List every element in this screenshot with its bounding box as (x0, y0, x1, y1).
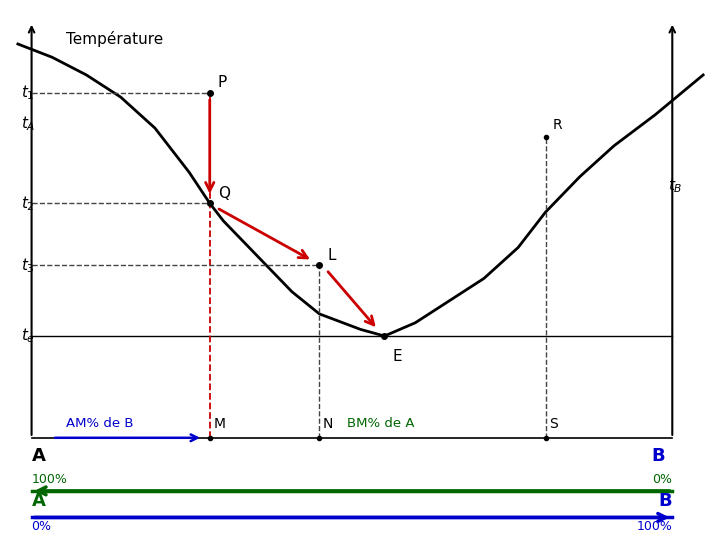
Text: Température: Température (66, 31, 163, 47)
Text: $t_A$: $t_A$ (22, 114, 36, 133)
Text: E: E (393, 349, 402, 364)
Text: B: B (652, 447, 665, 465)
Text: $t_3$: $t_3$ (22, 256, 35, 275)
Text: Q: Q (218, 186, 230, 201)
Text: A: A (32, 492, 45, 510)
Text: $t_1$: $t_1$ (22, 84, 35, 102)
Text: S: S (549, 417, 558, 431)
Text: 0%: 0% (32, 520, 52, 532)
Text: $t_B$: $t_B$ (668, 176, 683, 195)
Text: $t_e$: $t_e$ (22, 326, 35, 345)
Text: N: N (323, 417, 333, 431)
Text: M: M (213, 417, 225, 431)
Text: BM% de A: BM% de A (347, 417, 415, 430)
Text: 100%: 100% (637, 520, 672, 532)
Text: L: L (327, 248, 336, 263)
Text: 100%: 100% (32, 472, 68, 486)
Text: R: R (552, 119, 562, 133)
Text: B: B (659, 492, 672, 510)
Text: AM% de B: AM% de B (66, 417, 133, 430)
Text: P: P (218, 75, 227, 90)
Text: A: A (32, 447, 45, 465)
Text: $t_2$: $t_2$ (22, 194, 35, 213)
Text: 0%: 0% (653, 472, 672, 486)
